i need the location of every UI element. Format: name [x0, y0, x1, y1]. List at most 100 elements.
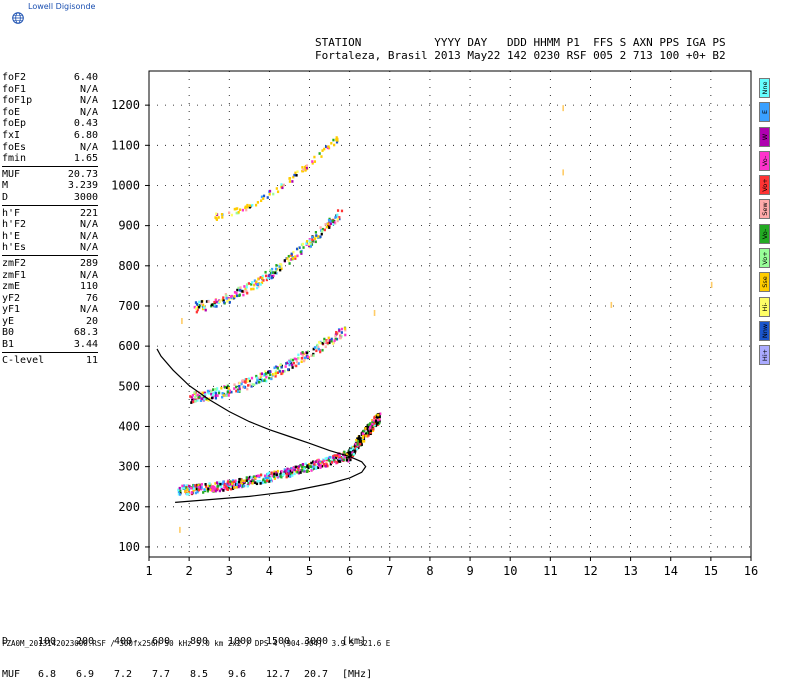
- trace-point: [261, 276, 264, 280]
- trace-point: [246, 291, 249, 295]
- legend-label: Vo-: [760, 228, 769, 239]
- trace-point: [221, 482, 224, 486]
- parameter-row: foE N/A: [2, 107, 98, 119]
- trace-point: [340, 327, 343, 331]
- trace-point: [237, 485, 240, 489]
- trace-point: [288, 177, 292, 180]
- trace-point: [252, 479, 255, 482]
- trace-point: [310, 469, 313, 472]
- trace-point: [371, 422, 374, 426]
- trace-point: [286, 361, 289, 365]
- y-tick-label: 300: [118, 460, 140, 474]
- trace-point: [251, 281, 254, 284]
- parameter-value: 76: [85, 292, 98, 304]
- trace-point: [195, 303, 199, 306]
- trace-point: [225, 394, 228, 397]
- trace-point: [335, 139, 338, 142]
- trace-point: [228, 482, 231, 486]
- trace-point: [201, 391, 204, 395]
- trace-point: [217, 216, 220, 219]
- trace-point: [248, 379, 251, 383]
- trace-point: [212, 391, 215, 395]
- trace-point: [214, 489, 217, 493]
- trace-point: [337, 456, 341, 460]
- trace-point: [181, 486, 184, 490]
- parameter-name: fxI: [2, 129, 21, 141]
- trace-point: [233, 387, 236, 390]
- trace-point: [248, 481, 252, 485]
- parameter-name: foE: [2, 106, 21, 118]
- trace-point: [292, 250, 295, 254]
- trace-point: [228, 389, 231, 393]
- trace-point: [372, 422, 375, 425]
- trace-point: [255, 374, 258, 378]
- trace-point: [319, 226, 322, 229]
- legend-label: Hi-: [760, 302, 769, 312]
- trace-point: [215, 300, 219, 304]
- trace-point: [252, 287, 255, 291]
- header-line-2: Fortaleza, Brasil 2013 May22 142 0230 RS…: [315, 49, 726, 62]
- trace-point: [230, 481, 233, 484]
- trace-point: [323, 228, 326, 232]
- trace-point: [360, 443, 363, 446]
- parameter-name: yF2: [2, 292, 21, 304]
- trace-point: [331, 342, 335, 345]
- trace-point: [241, 289, 244, 293]
- parameter-row: h'Es N/A: [2, 242, 98, 254]
- trace-point: [301, 169, 305, 173]
- trace-point: [301, 465, 304, 469]
- trace-point: [359, 437, 362, 440]
- trace-point: [280, 264, 283, 267]
- trace-point: [291, 180, 294, 183]
- trace-point: [281, 473, 284, 477]
- trace-point: [345, 456, 348, 460]
- trace-point: [290, 467, 293, 470]
- trace-point: [273, 372, 276, 376]
- stray-point: [562, 169, 564, 176]
- trace-point: [311, 160, 314, 163]
- trace-point: [303, 467, 306, 471]
- trace-point: [356, 441, 360, 445]
- trace-point: [319, 341, 322, 345]
- trace-point: [236, 480, 239, 484]
- trace-point: [330, 141, 333, 145]
- trace-point: [334, 334, 337, 338]
- parameter-name: D: [2, 191, 9, 203]
- trace-point: [225, 487, 229, 491]
- muf-table: D 100 200 400 600 800 1000 1500 3000 [km] MUF 6.8 6…: [2, 614, 380, 691]
- trace-point: [300, 252, 303, 255]
- trace-point: [294, 171, 297, 175]
- trace-point: [214, 298, 217, 302]
- trace-point: [312, 460, 315, 464]
- trace-point: [371, 429, 375, 433]
- trace-point: [228, 301, 231, 304]
- trace-point: [213, 300, 216, 304]
- trace-point: [377, 413, 380, 417]
- parameter-name: B0: [2, 327, 15, 339]
- trace-point: [333, 454, 336, 457]
- trace-point: [194, 491, 197, 495]
- trace-point: [292, 468, 295, 472]
- trace-point: [224, 485, 227, 488]
- trace-point: [205, 397, 208, 400]
- parameter-value: 68.3: [73, 327, 98, 339]
- trace-point: [369, 425, 372, 428]
- trace-point: [378, 415, 381, 419]
- parameter-row: foEs N/A: [2, 142, 98, 154]
- trace-point: [334, 337, 337, 341]
- trace-point: [320, 232, 323, 236]
- trace-point: [324, 345, 327, 349]
- x-tick-label: 7: [386, 564, 393, 578]
- trace-point: [250, 384, 253, 388]
- parameter-value: N/A: [79, 242, 98, 254]
- legend-label: W: [760, 133, 769, 140]
- trace-point: [286, 257, 289, 260]
- legend-swatch: Hi-: [759, 296, 770, 317]
- trace-point: [347, 460, 350, 463]
- trace-point: [256, 282, 260, 286]
- trace-point: [244, 381, 247, 384]
- trace-point: [284, 470, 287, 473]
- trace-point: [247, 377, 251, 381]
- parameter-value: 3.44: [73, 339, 98, 351]
- trace-point: [262, 478, 265, 482]
